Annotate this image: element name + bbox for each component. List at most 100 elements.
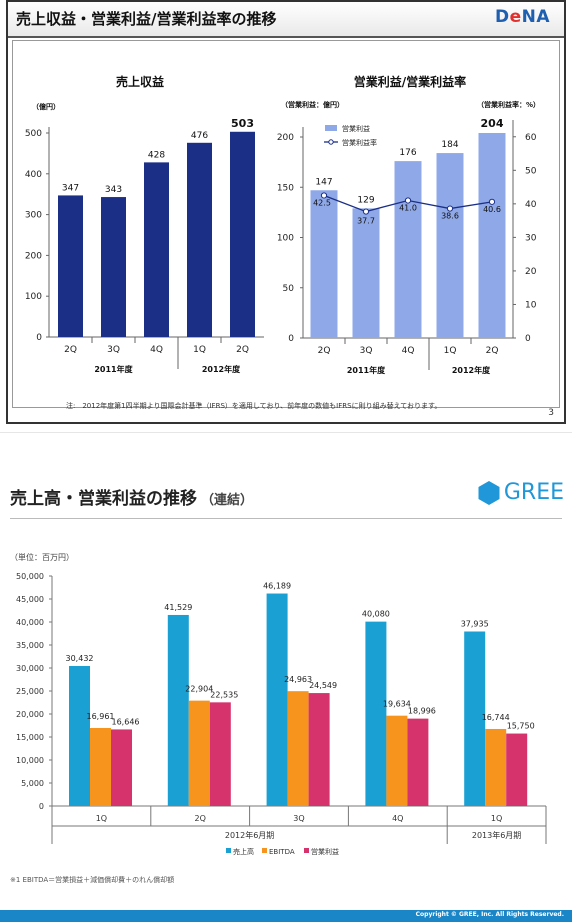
chart3-data-label: 19,634 (383, 700, 411, 709)
chart2-y2-tick-label: 30 (525, 233, 537, 243)
hexagon-icon (478, 480, 500, 505)
chart3-y-tick-label: 45,000 (16, 595, 44, 604)
chart3-bar (209, 702, 231, 806)
chart3-bar (407, 718, 429, 806)
chart2-legend-label: 営業利益率 (342, 138, 377, 147)
chart1-bar (230, 131, 255, 337)
copyright-text: Copyright © GREE, Inc. All Rights Reserv… (415, 911, 564, 918)
chart3-bar (506, 733, 528, 806)
chart2-margin-point (488, 198, 496, 205)
chart1-data-label: 428 (148, 150, 165, 160)
chart3-data-label: 15,750 (507, 722, 535, 731)
chart1-category-label: 4Q (150, 345, 163, 355)
chart2-bar (352, 208, 380, 338)
chart2-legend-label: 営業利益 (342, 124, 370, 133)
chart3-bar (111, 729, 132, 806)
chart3-data-label: 22,535 (210, 690, 238, 699)
chart3-data-label: 16,961 (87, 712, 115, 721)
chart2-y-tick-label: 100 (277, 234, 294, 244)
chart1-y-axis-label: （億円） (32, 102, 60, 111)
chart2-margin-point (320, 192, 328, 199)
chart3-legend-swatch (226, 848, 231, 853)
dena-slide: 売上収益・営業利益/営業利益率の推移 DeNA 注: 2012年度第1四半期より… (6, 0, 566, 424)
gree-footnote: ※1 EBITDA＝営業損益＋減価償却費＋のれん償却額 (10, 876, 175, 884)
chart3-data-label: 16,744 (482, 713, 510, 722)
chart2-y2-tick-label: 10 (525, 300, 537, 310)
chart3-bar (365, 621, 387, 806)
chart1-data-label: 347 (62, 183, 79, 193)
chart2-legend-swatch-marker (328, 139, 334, 145)
gree-title-text: 売上高・営業利益の推移 (10, 489, 197, 509)
chart1-group-label: 2012年度 (202, 364, 241, 374)
chart2-y-axis-label: （営業利益：億円） (281, 100, 344, 109)
chart3-bar (90, 727, 111, 806)
gree-title-sub: （連結） (201, 493, 254, 508)
chart2-y2-tick-label: 0 (525, 334, 531, 344)
dena-chart-frame (12, 40, 560, 408)
chart1-y-tick-label: 300 (25, 211, 42, 221)
chart3-bar (386, 715, 408, 806)
chart2-y-tick-label: 150 (277, 183, 294, 193)
chart1-bar (144, 162, 169, 337)
chart2-category-label: 1Q (444, 346, 457, 356)
chart3-bar (485, 728, 507, 806)
chart2-bar-data-label: 184 (441, 140, 458, 150)
chart3-legend-label: EBITDA (269, 848, 295, 856)
chart3-y-tick-label: 30,000 (16, 664, 44, 673)
chart1-data-label: 476 (191, 131, 208, 141)
chart3-category-label: 2Q (195, 814, 206, 823)
gree-footer-bar: Copyright © GREE, Inc. All Rights Reserv… (0, 910, 572, 922)
chart2-margin-data-label: 41.0 (399, 203, 417, 212)
chart2-bar (394, 161, 422, 338)
chart2-margin-point (404, 197, 412, 204)
chart2-category-label: 2Q (486, 346, 499, 356)
chart3-group-label: 2012年6月期 (225, 830, 274, 840)
chart3-data-label: 41,529 (164, 603, 192, 612)
chart3-data-label: 18,996 (408, 707, 436, 716)
chart3-y-tick-label: 10,000 (16, 756, 44, 765)
chart3-category-label: 4Q (392, 814, 403, 823)
chart2-margin-data-label: 38.6 (441, 212, 459, 221)
chart3-unit-label: （単位：百万円） (10, 552, 74, 562)
chart3-legend-swatch (262, 848, 267, 853)
chart3-bar (167, 614, 189, 806)
gree-slide-title: 売上高・営業利益の推移 （連結） (10, 484, 253, 509)
chart3-bar (287, 691, 309, 806)
chart3-y-tick-label: 5,000 (21, 779, 44, 788)
dena-logo-na: NA (521, 7, 550, 27)
chart3-y-tick-label: 35,000 (16, 641, 44, 650)
dena-logo-e: e (509, 7, 522, 27)
chart2-bar-data-label: 204 (481, 117, 504, 130)
dena-page-number: 3 (548, 408, 554, 418)
dena-logo: DeNA (495, 7, 550, 27)
chart3-data-label: 40,080 (362, 610, 390, 619)
chart1-category-label: 1Q (193, 345, 206, 355)
chart3-bar (188, 700, 210, 806)
chart3-data-label: 16,646 (112, 717, 140, 726)
chart3-y-tick-label: 0 (39, 802, 44, 811)
dena-header: 売上収益・営業利益/営業利益率の推移 DeNA (8, 2, 564, 38)
chart2-group-label: 2011年度 (347, 365, 386, 375)
chart3-data-label: 46,189 (263, 582, 291, 591)
chart3-data-label: 30,432 (66, 654, 94, 663)
chart2-margin-data-label: 37.7 (357, 217, 375, 226)
chart2-margin-point (362, 208, 370, 215)
chart2-y-tick-label: 200 (277, 133, 294, 143)
gree-logo-text: GREE (503, 480, 564, 505)
chart2-margin-point (446, 205, 454, 212)
chart1-bar (58, 195, 83, 337)
chart3-bar (266, 593, 288, 806)
chart1-bar (187, 142, 212, 337)
chart1-y-tick-label: 200 (25, 251, 42, 261)
chart2-y2-tick-label: 60 (525, 133, 537, 143)
chart2-y-tick-label: 50 (283, 284, 295, 294)
chart2-bar-data-label: 176 (399, 148, 416, 158)
chart3-data-label: 24,963 (284, 675, 312, 684)
slide-divider (0, 432, 572, 433)
chart3-y-tick-label: 25,000 (16, 687, 44, 696)
chart3-legend-label: 売上高 (233, 847, 254, 856)
chart3-y-tick-label: 15,000 (16, 733, 44, 742)
chart2-bar (436, 153, 464, 338)
chart3-category-label: 1Q (491, 814, 502, 823)
chart2-y2-tick-label: 40 (525, 200, 537, 210)
